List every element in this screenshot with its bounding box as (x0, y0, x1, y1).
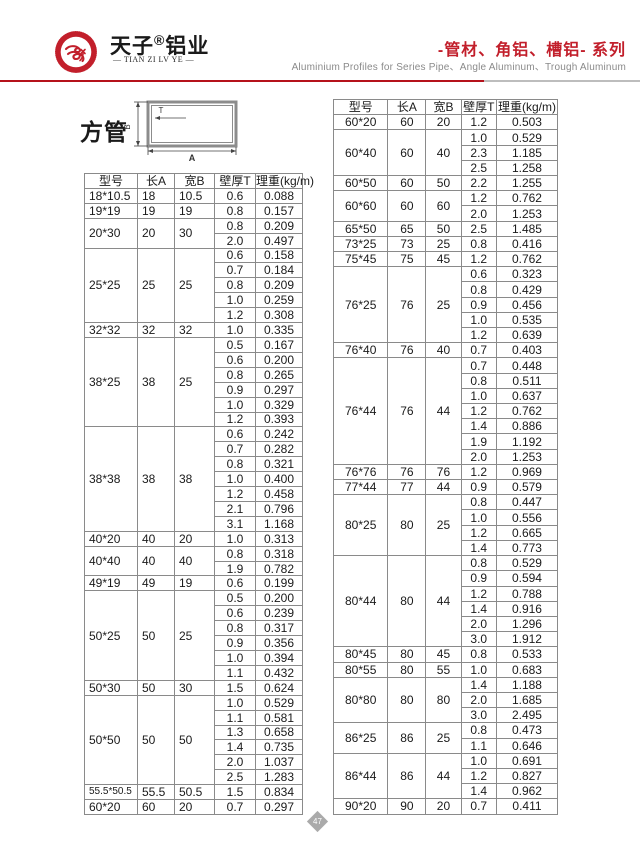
svg-text:A: A (189, 153, 196, 163)
svg-text:T: T (159, 106, 164, 115)
